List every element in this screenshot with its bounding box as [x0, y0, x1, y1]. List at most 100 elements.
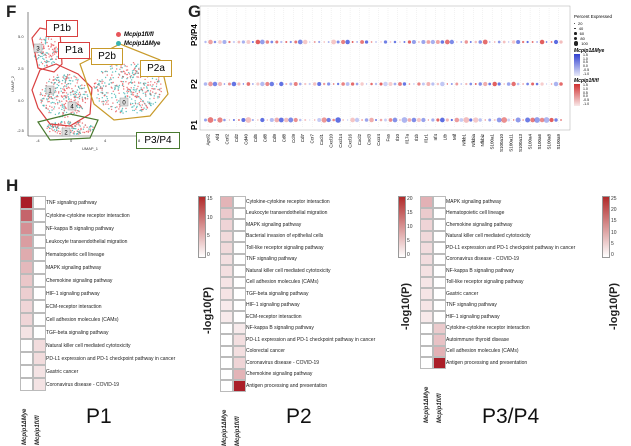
umap-point	[124, 65, 126, 67]
dotplot-dot	[488, 82, 492, 86]
umap-point	[47, 98, 50, 100]
dotplot-gene-label: S100a10	[499, 134, 504, 153]
dotplot-dot	[522, 83, 525, 85]
umap-point	[149, 84, 151, 86]
region-p1b-outline	[31, 27, 63, 73]
heatmap-term-label: TNF signaling pathway	[46, 199, 97, 206]
legend-size-item: 100	[574, 41, 630, 46]
heatmap-cell	[20, 209, 33, 222]
umap-point	[73, 112, 75, 114]
umap-point	[132, 74, 135, 76]
umap-point	[68, 74, 71, 76]
umap-point	[61, 120, 63, 123]
dotplot-dot	[445, 118, 449, 122]
umap-point	[48, 53, 50, 55]
umap-point	[64, 85, 66, 87]
umap-point	[147, 84, 150, 86]
umap-point	[121, 84, 124, 87]
heatmap-cell	[433, 265, 446, 277]
umap-point	[74, 85, 77, 87]
umap-point	[86, 94, 88, 96]
umap-point	[104, 94, 106, 96]
umap-point	[126, 73, 128, 76]
umap-point	[121, 81, 123, 83]
umap-point	[78, 110, 80, 113]
umap-point	[61, 79, 64, 82]
dotplot-dot	[227, 82, 231, 86]
heatmap-cell	[420, 242, 433, 254]
dotplot-dot	[354, 117, 360, 123]
umap-point	[42, 57, 44, 60]
heatmap-colorbar-tick: 15	[207, 196, 213, 202]
dotplot-dot	[217, 81, 223, 87]
dotplot-dot	[365, 83, 368, 85]
umap-point	[89, 130, 91, 132]
umap-point	[75, 79, 77, 81]
umap-point	[47, 124, 50, 126]
umap-point	[130, 93, 132, 95]
legend-dot-mye	[116, 41, 121, 46]
heatmap-cell	[220, 334, 233, 346]
umap-point	[89, 126, 92, 128]
umap-point	[56, 76, 58, 79]
umap-point	[45, 56, 47, 59]
umap-point	[82, 131, 84, 133]
heatmap-cell	[233, 196, 246, 208]
umap-point	[111, 92, 113, 95]
heatmap-cell	[420, 322, 433, 334]
dotplot-dot	[408, 83, 411, 85]
umap-point	[55, 79, 58, 81]
heatmap-cell	[433, 276, 446, 288]
umap-point	[57, 79, 60, 82]
umap-point	[64, 106, 66, 108]
dotplot-dot	[218, 40, 222, 44]
umap-point	[110, 78, 112, 81]
dotplot-gene-label: Cd40	[243, 134, 248, 145]
dotplot-dot	[266, 119, 269, 121]
dotplot-dot	[270, 40, 274, 44]
umap-point	[64, 122, 66, 125]
dotplot-dot	[260, 81, 265, 87]
umap-point	[48, 100, 50, 103]
umap-point	[102, 72, 104, 74]
umap-point	[130, 87, 132, 89]
umap-point	[160, 87, 162, 90]
umap-point	[53, 102, 55, 104]
dotplot-gene-label: S100a6	[537, 134, 542, 150]
dotplot-gene-label: Cxcr4	[376, 134, 381, 146]
umap-point	[76, 82, 78, 84]
heatmap-cell	[233, 334, 246, 346]
umap-point	[100, 87, 102, 89]
umap-point	[98, 80, 101, 82]
dotplot-dot	[327, 82, 331, 86]
umap-point	[91, 125, 93, 128]
dotplot-dot	[246, 40, 251, 44]
heatmap-term-label: HIF-1 signaling pathway	[446, 313, 500, 320]
umap-point	[54, 89, 57, 92]
umap-point	[53, 91, 56, 93]
heatmap-column-label: Mcpip1fl/fl	[437, 392, 443, 423]
umap-point	[127, 90, 130, 93]
heatmap-term-label: Autoimmune thyroid disease	[446, 336, 510, 343]
umap-point	[55, 87, 57, 89]
umap-point	[51, 48, 54, 51]
heatmap-cell	[33, 287, 46, 300]
umap-point	[64, 78, 66, 80]
umap-point	[155, 92, 157, 94]
umap-point	[65, 100, 67, 102]
umap-point	[118, 74, 121, 76]
umap-point	[134, 72, 137, 74]
dotplot-dot	[456, 41, 458, 43]
umap-point	[118, 84, 121, 87]
dotplot-dot	[269, 81, 275, 87]
dotplot-dot	[417, 40, 420, 44]
umap-point	[64, 81, 66, 83]
umap-point	[67, 120, 70, 123]
dotplot-dot	[440, 117, 445, 123]
umap-point	[91, 128, 94, 131]
heatmap-cell	[20, 248, 33, 261]
umap-point	[69, 123, 71, 125]
umap-point	[70, 98, 72, 101]
umap-point	[107, 100, 109, 102]
umap-point	[113, 93, 116, 96]
